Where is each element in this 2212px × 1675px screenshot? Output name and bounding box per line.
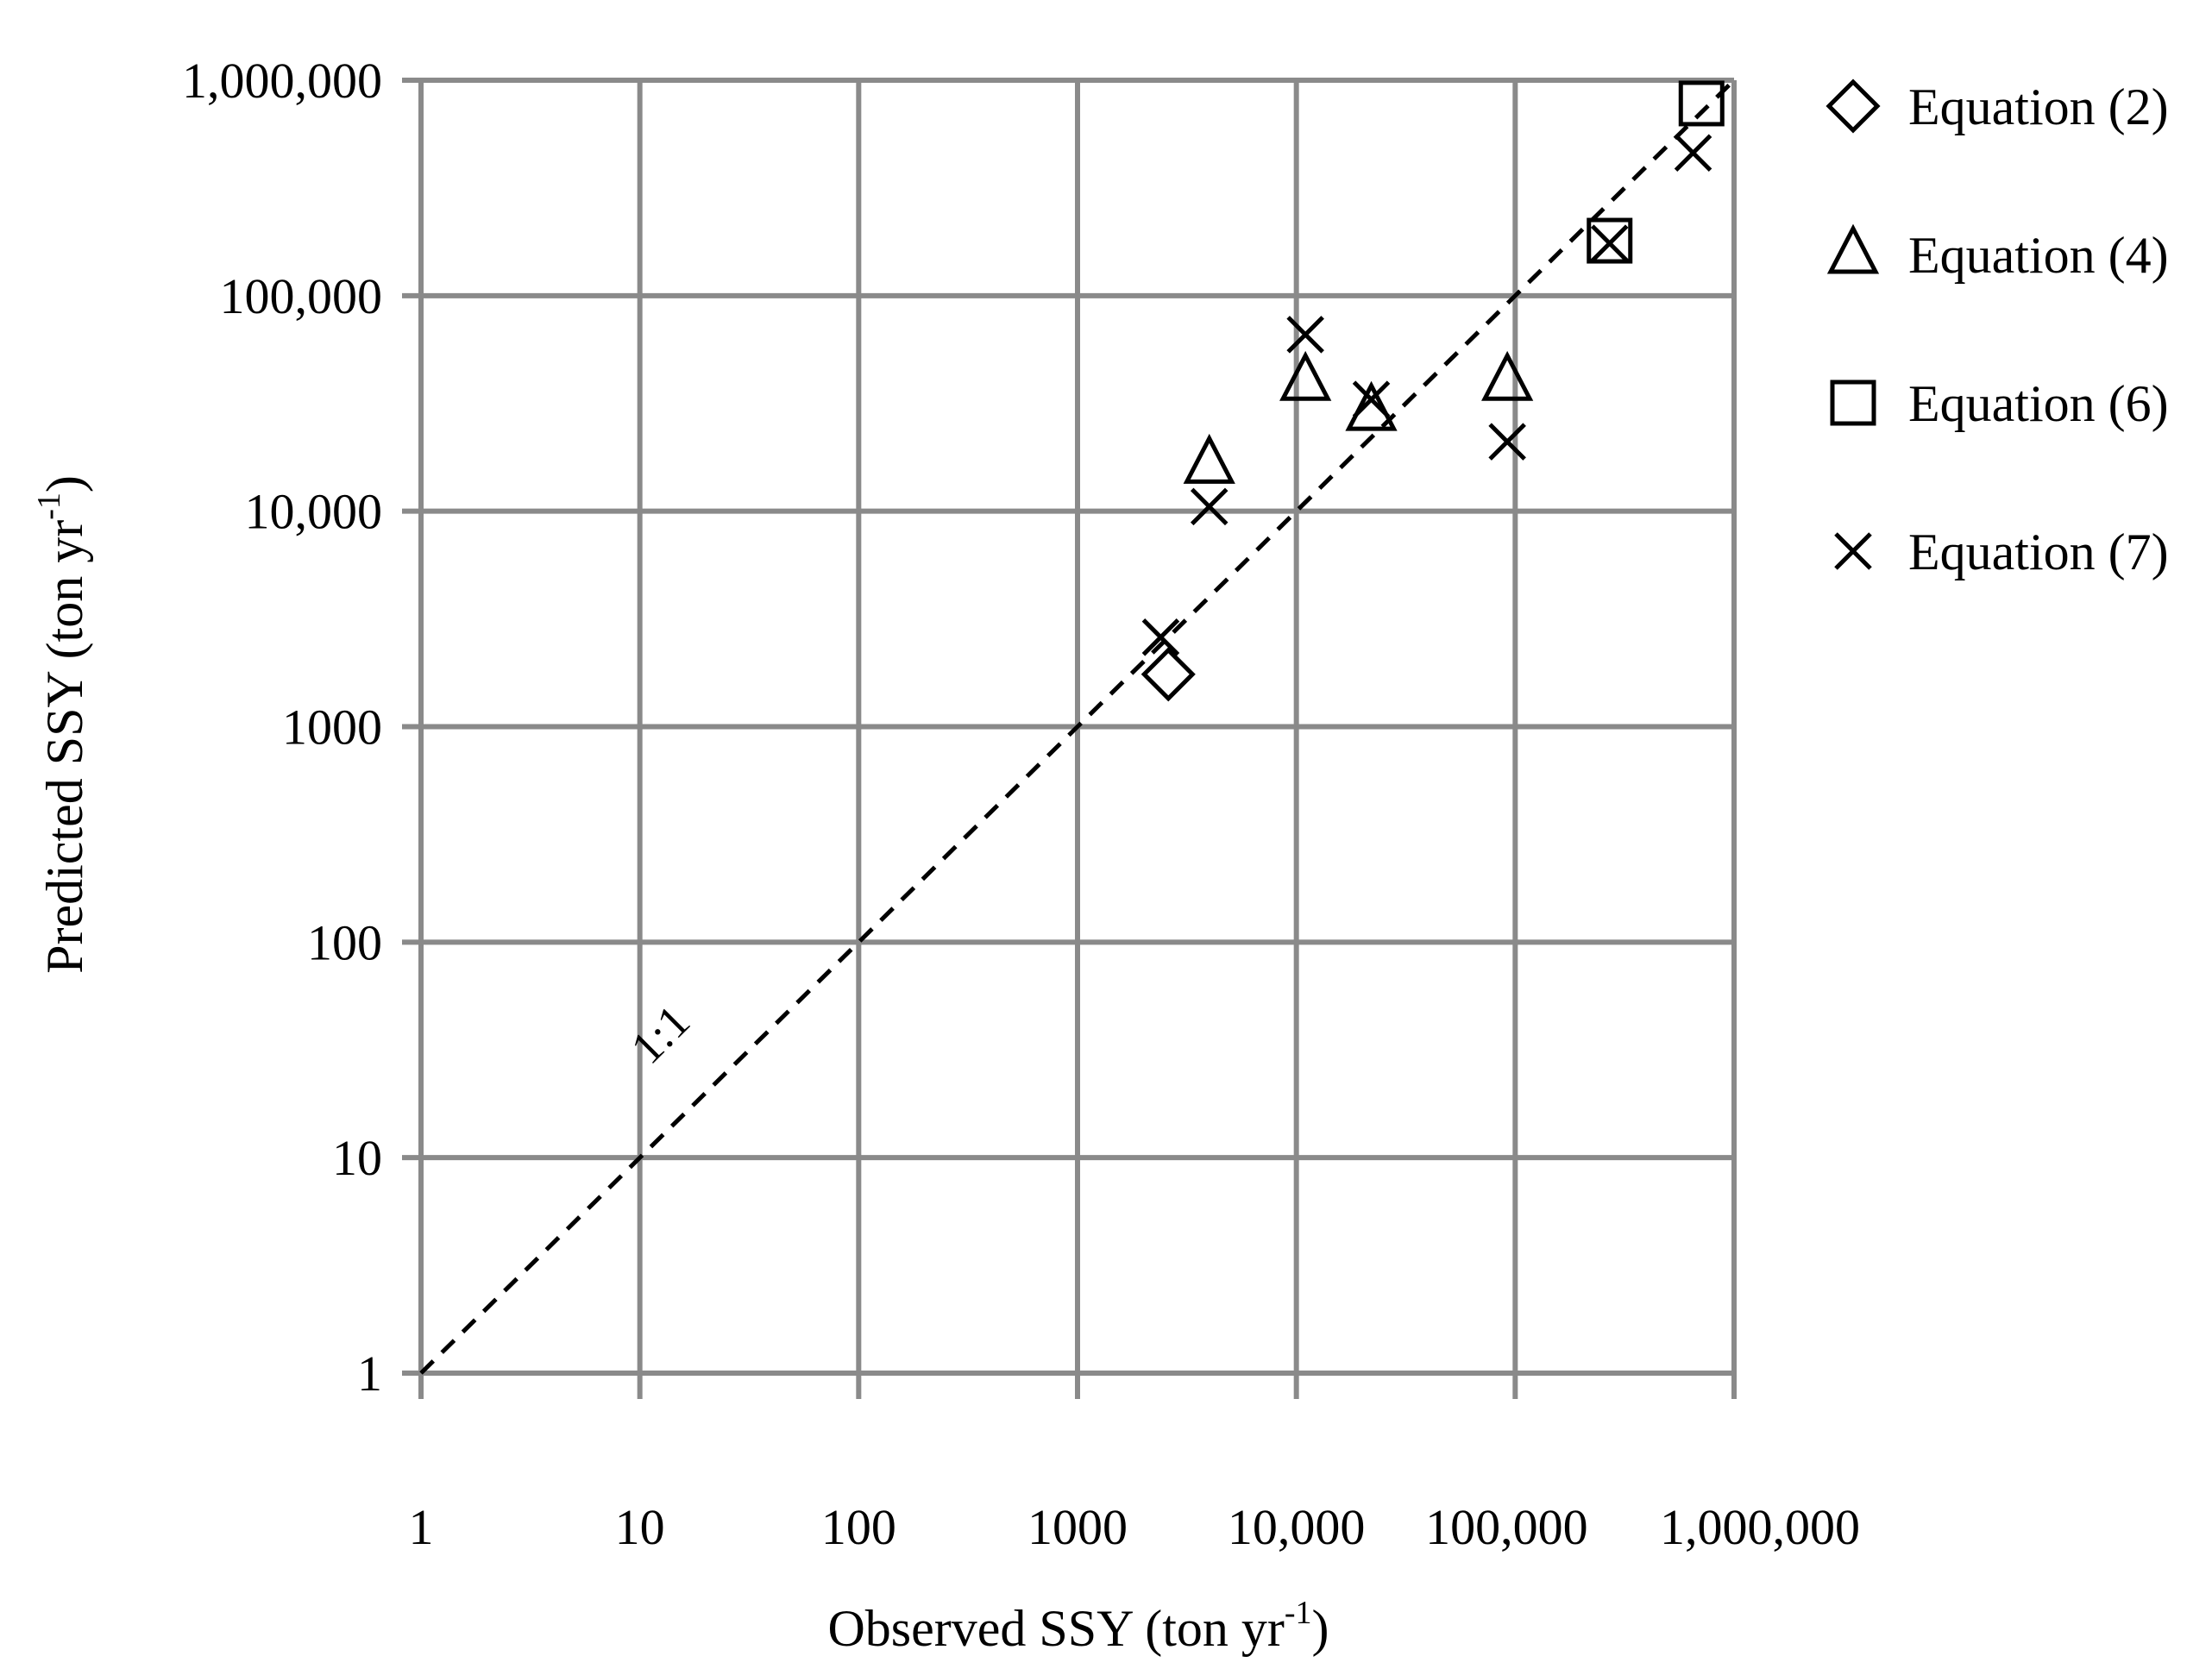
x-tick-label: 100 <box>821 1499 896 1555</box>
data-point-x <box>1190 487 1229 526</box>
legend-label: Equation (6) <box>1908 375 2169 432</box>
legend-marker-diamond <box>1826 78 1881 134</box>
data-point-square <box>1678 80 1725 127</box>
data-point-triangle <box>1481 350 1534 401</box>
legend: Equation (2) Equation (4) Equation (6) Equa… <box>1826 78 2169 580</box>
x-tick-label: 10 <box>615 1499 665 1555</box>
y-tick-label: 1 <box>357 1346 382 1402</box>
data-point-triangle <box>1279 350 1332 401</box>
data-point-triangle <box>1345 380 1398 431</box>
y-axis-title: Predicted SSY (ton yr-1) <box>31 475 93 974</box>
reference-line-1-to-1 <box>419 78 1736 1375</box>
x-tick-label: 1,000,000 <box>1660 1499 1860 1555</box>
data-point-x <box>1488 423 1526 461</box>
data-point-x <box>1141 618 1180 656</box>
x-tick-label: 1 <box>409 1499 434 1555</box>
x-tick-label: 100,000 <box>1425 1499 1588 1555</box>
y-tick-label: 10 <box>332 1130 382 1186</box>
y-tick-label: 100,000 <box>220 268 383 324</box>
legend-marker-square <box>1830 380 1876 426</box>
data-point-x <box>1590 224 1629 262</box>
data-point-x <box>1674 134 1712 173</box>
data-point-diamond <box>1141 647 1196 702</box>
data-point-x <box>1286 316 1324 354</box>
data-point-square <box>1587 217 1633 264</box>
legend-marker-x <box>1834 532 1872 570</box>
data-point-triangle <box>1183 433 1235 484</box>
x-axis-title: Observed SSY (ton yr-1) <box>827 1595 1329 1657</box>
y-tick-label: 100 <box>307 914 382 970</box>
x-tick-label: 10,000 <box>1228 1499 1366 1555</box>
tick-labels: 1 10 100 1000 10,000 100,000 1,000,000 1 10 100 10… <box>182 53 1860 1555</box>
legend-label: Equation (2) <box>1908 78 2169 135</box>
legend-entry: Equation (4) <box>1826 223 2169 284</box>
grid <box>402 78 1737 1399</box>
y-tick-label: 10,000 <box>245 484 383 540</box>
y-tick-label: 1,000,000 <box>182 53 382 109</box>
legend-marker-triangle <box>1826 223 1880 274</box>
legend-label: Equation (7) <box>1908 524 2169 580</box>
legend-entry: Equation (2) <box>1826 78 2169 135</box>
legend-entry: Equation (6) <box>1830 375 2169 432</box>
x-tick-label: 1000 <box>1027 1499 1128 1555</box>
data-points <box>1141 80 1725 702</box>
legend-entry: Equation (7) <box>1834 524 2169 580</box>
reference-line-label: 1:1 <box>621 995 700 1074</box>
legend-label: Equation (4) <box>1908 227 2169 284</box>
data-point-x <box>1352 380 1391 418</box>
y-tick-label: 1000 <box>282 699 382 756</box>
